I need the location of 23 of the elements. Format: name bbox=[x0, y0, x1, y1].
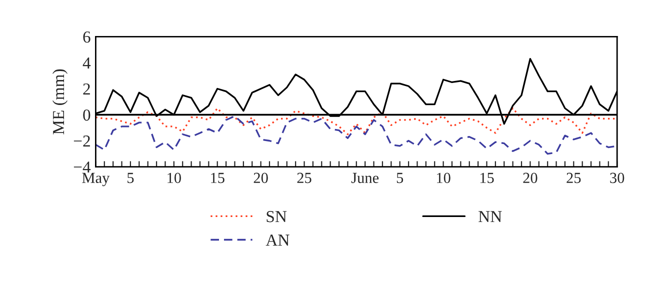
x-tick-label: May bbox=[82, 172, 110, 186]
legend-label: NN bbox=[478, 211, 502, 222]
x-tick-label: 15 bbox=[211, 172, 224, 184]
x-tick-label: 10 bbox=[168, 172, 181, 184]
x-tick-label: 30 bbox=[610, 172, 624, 184]
x-tick-label: 25 bbox=[566, 172, 581, 184]
y-tick-label: 2 bbox=[83, 83, 90, 95]
x-tick-label: 5 bbox=[128, 172, 134, 184]
x-tick-label: 10 bbox=[437, 172, 450, 184]
legend-label: SN bbox=[266, 211, 287, 222]
x-tick-label: June bbox=[351, 172, 379, 184]
y-axis-title: ME (mm) bbox=[52, 69, 68, 134]
x-tick-label: 25 bbox=[297, 172, 312, 184]
y-tick-label: −2 bbox=[74, 136, 90, 147]
y-tick-label: 0 bbox=[83, 109, 90, 121]
y-tick-label: 6 bbox=[83, 31, 90, 43]
y-tick-label: 4 bbox=[82, 58, 91, 69]
x-tick-label: 20 bbox=[254, 172, 268, 184]
x-tick-label: 15 bbox=[480, 172, 494, 184]
x-tick-label: 5 bbox=[396, 172, 404, 184]
legend-label: AN bbox=[266, 234, 290, 246]
x-tick-label: 20 bbox=[523, 172, 538, 184]
y-tick-label: −4 bbox=[74, 162, 91, 173]
